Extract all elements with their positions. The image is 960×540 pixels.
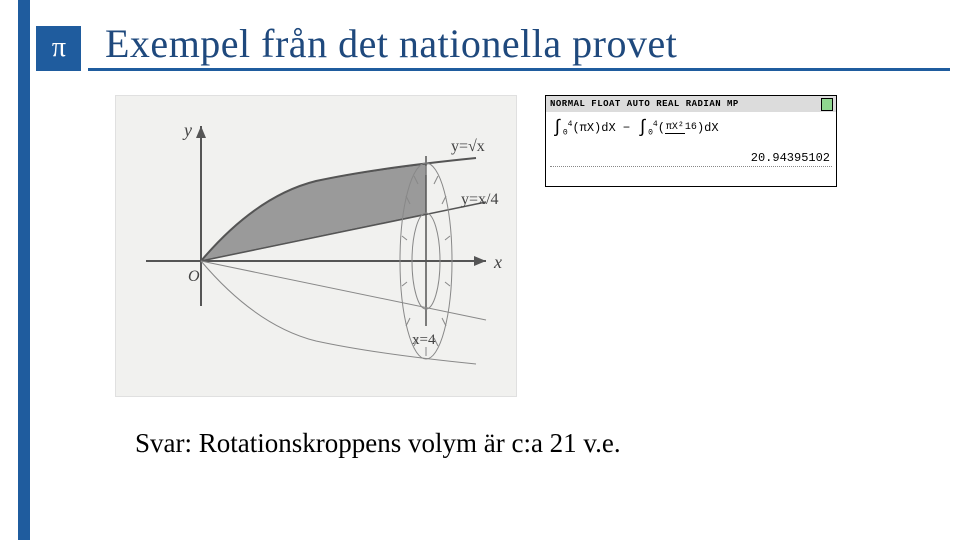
curve2-label: y=x/4 xyxy=(461,191,498,208)
frac-den: 16 xyxy=(685,122,697,133)
int2-upper: 4 xyxy=(653,120,658,129)
pi-badge: π xyxy=(36,26,81,71)
calc-result: 20.94395102 xyxy=(751,151,830,165)
battery-icon xyxy=(821,98,833,111)
origin-label: O xyxy=(188,268,200,285)
dx2: dX xyxy=(704,121,718,135)
vline-label: x=4 xyxy=(412,332,436,348)
int1-body: (πX)dX xyxy=(572,121,615,135)
title-underline xyxy=(88,68,950,71)
calc-header: NORMAL FLOAT AUTO REAL RADIAN MP xyxy=(546,96,836,112)
minus-sign: − xyxy=(623,121,630,135)
calc-expression: ∫04(πX)dX − ∫04(πX²16)dX xyxy=(552,118,719,138)
side-accent-bar xyxy=(18,0,30,540)
curve1-label: y=√x xyxy=(451,138,485,155)
calculator-screenshot: NORMAL FLOAT AUTO REAL RADIAN MP ∫04(πX)… xyxy=(545,95,837,187)
pi-icon: π xyxy=(42,32,76,66)
shaded-region xyxy=(201,164,426,261)
frac-num: πX² xyxy=(665,122,685,134)
calc-divider xyxy=(550,166,832,167)
slide: π Exempel från det nationella provet xyxy=(0,0,960,540)
int2-lower: 0 xyxy=(648,129,653,138)
y-axis-label: y xyxy=(182,120,192,140)
int1-lower: 0 xyxy=(563,129,568,138)
slide-title: Exempel från det nationella provet xyxy=(105,20,677,67)
x-axis-label: x xyxy=(493,252,502,272)
graph-figure: y x O y=√x y=x/4 x=4 xyxy=(115,95,517,397)
pi-glyph: π xyxy=(51,32,65,63)
answer-text: Svar: Rotationskroppens volym är c:a 21 … xyxy=(135,428,621,459)
